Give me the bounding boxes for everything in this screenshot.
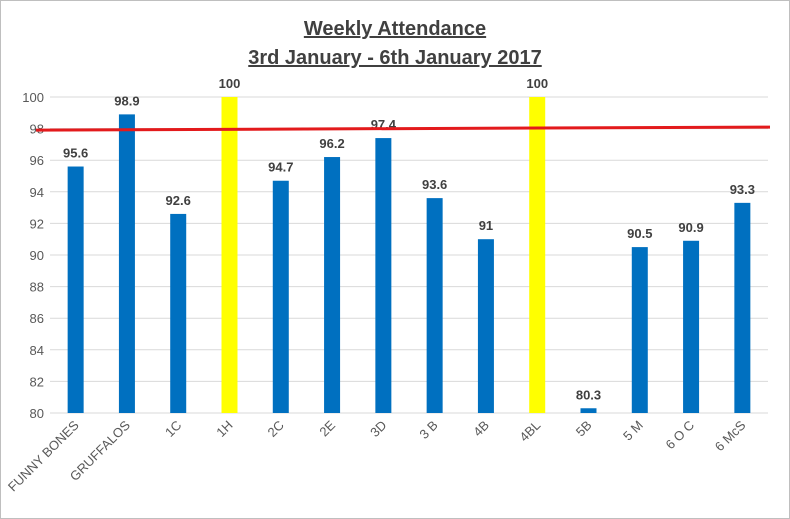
bar	[221, 97, 238, 413]
y-tick-label: 100	[22, 90, 44, 105]
bar	[734, 202, 751, 413]
bar	[477, 239, 494, 413]
y-tick-label: 96	[30, 153, 44, 168]
bar	[426, 198, 443, 413]
data-label: 93.3	[730, 182, 755, 197]
bar	[580, 408, 597, 413]
data-label: 100	[526, 76, 548, 91]
y-tick-label: 88	[30, 280, 44, 295]
data-label: 98.9	[114, 93, 139, 108]
y-tick-label: 94	[30, 185, 44, 200]
y-tick-label: 92	[30, 216, 44, 231]
bar	[272, 180, 289, 413]
data-label: 91	[479, 218, 493, 233]
data-label: 90.9	[678, 220, 703, 235]
y-tick-label: 82	[30, 374, 44, 389]
data-label: 90.5	[627, 226, 652, 241]
bar	[631, 247, 648, 413]
x-tick-label: 6 O C	[663, 418, 698, 453]
x-tick-label: 2E	[316, 417, 338, 439]
y-tick-label: 84	[30, 343, 44, 358]
x-tick-label: 6 McS	[712, 417, 749, 454]
x-tick-label: 5B	[573, 418, 595, 440]
y-tick-label: 86	[30, 311, 44, 326]
x-tick-label: 4BL	[516, 418, 543, 445]
x-tick-label: 3 B	[416, 418, 440, 442]
data-label: 80.3	[576, 387, 601, 402]
x-tick-label: FUNNY BONES	[5, 417, 82, 494]
bar	[170, 213, 187, 413]
data-label: 93.6	[422, 177, 447, 192]
bar	[375, 138, 392, 413]
x-tick-label: 2C	[265, 418, 287, 440]
bar	[118, 114, 135, 413]
chart-subtitle: 3rd January - 6th January 2017	[248, 47, 542, 69]
data-label: 96.2	[319, 136, 344, 151]
x-tick-label: 1H	[213, 418, 235, 440]
bar	[683, 240, 700, 413]
data-label: 92.6	[166, 193, 191, 208]
target-reference-line	[35, 125, 771, 132]
y-tick-label: 80	[30, 406, 44, 421]
x-tick-label: 5 M	[620, 418, 646, 444]
data-label: 95.6	[63, 146, 88, 161]
chart-title: Weekly Attendance	[303, 18, 487, 40]
x-tick-label: 1C	[162, 418, 184, 440]
data-label: 100	[219, 76, 241, 91]
data-label: 94.7	[268, 160, 293, 175]
bar	[324, 157, 341, 413]
bar	[529, 97, 546, 413]
x-tick-label: 3D	[367, 418, 389, 440]
y-tick-label: 90	[30, 248, 44, 263]
x-tick-label: 4B	[470, 418, 492, 440]
bar	[67, 166, 84, 413]
